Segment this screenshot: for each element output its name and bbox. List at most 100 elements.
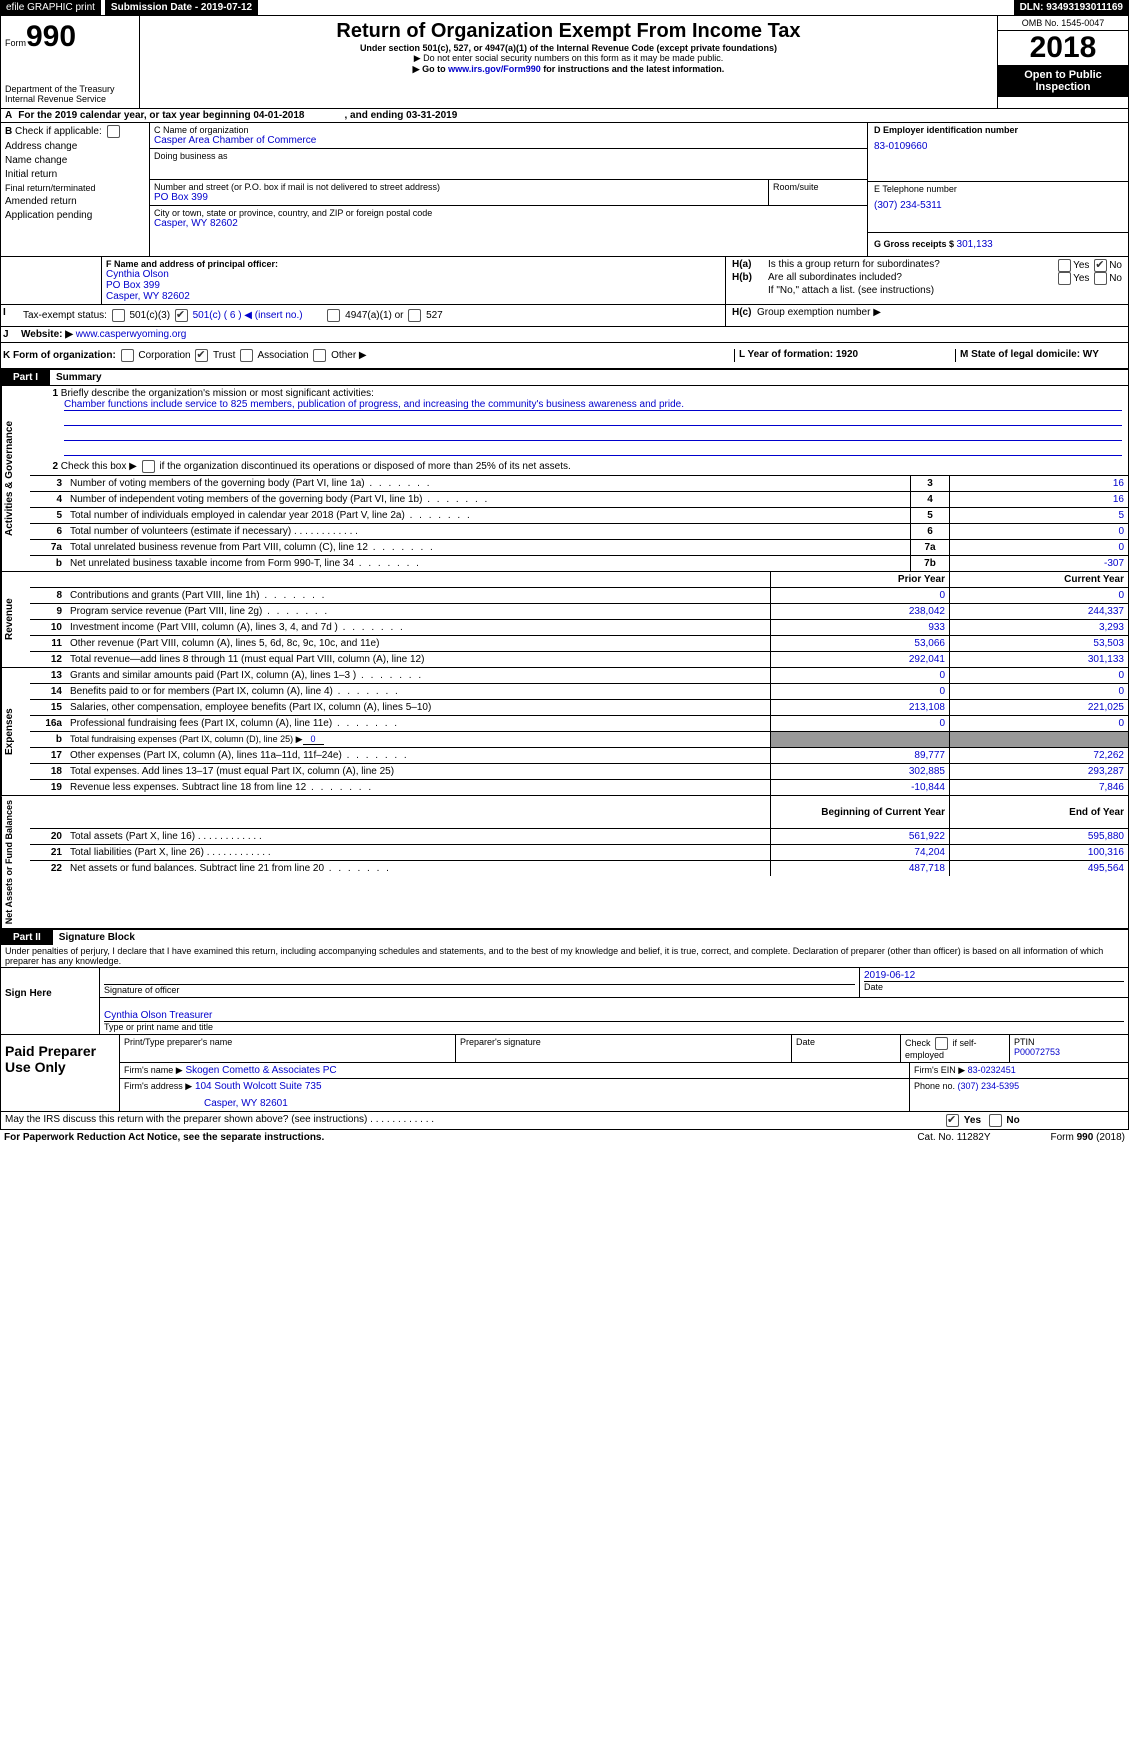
l17: Other expenses (Part IX, column (A), lin… (66, 748, 771, 764)
sig-officer-label: Signature of officer (104, 985, 855, 995)
discuss-no[interactable] (989, 1114, 1002, 1127)
boy-hdr: Beginning of Current Year (771, 796, 950, 829)
p17: 89,777 (771, 748, 950, 764)
initial-return: Initial return (5, 169, 145, 180)
part1-label: Part I (1, 370, 50, 385)
part1-header: Part I Summary (0, 369, 1129, 386)
l10: Investment income (Part VIII, column (A)… (66, 620, 771, 636)
officer-name-title: Cynthia Olson Treasurer (104, 1000, 1124, 1022)
city: Casper, WY 82602 (154, 218, 863, 229)
activities-governance: Activities & Governance 1 Briefly descri… (0, 386, 1129, 572)
c4947-check[interactable] (327, 309, 340, 322)
form-subtitle: Under section 501(c), 527, or 4947(a)(1)… (144, 43, 993, 53)
c22: 495,564 (950, 861, 1129, 877)
j-label: Website: ▶ (21, 329, 73, 340)
submission-date: Submission Date - 2019-07-12 (105, 0, 258, 15)
note-goto-suffix: for instructions and the latest informat… (541, 64, 725, 74)
c501c3-check[interactable] (112, 309, 125, 322)
dln: DLN: 93493193011169 (1014, 0, 1129, 15)
k-corp: Corporation (138, 350, 190, 361)
firm-ein-label: Firm's EIN ▶ (914, 1065, 965, 1075)
tax-year: 2018 (998, 31, 1128, 65)
header-grid: B Check if applicable: Address change Na… (0, 123, 1129, 257)
c16b-shaded (950, 732, 1129, 748)
k-other: Other ▶ (331, 350, 366, 361)
f-label: F Name and address of principal officer: (106, 259, 721, 269)
l2-label: Check this box ▶ (61, 461, 137, 472)
dept: Department of the Treasury (5, 84, 135, 94)
ptin-label: PTIN (1014, 1037, 1124, 1047)
firm-name: Skogen Cometto & Associates PC (185, 1065, 336, 1076)
paperwork-notice: For Paperwork Reduction Act Notice, see … (4, 1132, 324, 1143)
hb-no[interactable] (1094, 272, 1107, 285)
k-assoc: Association (257, 350, 308, 361)
paid-preparer-block: Paid Preparer Use Only Print/Type prepar… (0, 1035, 1129, 1112)
l4: Number of independent voting members of … (66, 492, 911, 508)
footer: For Paperwork Reduction Act Notice, see … (0, 1130, 1129, 1145)
firm-addr: 104 South Wolcott Suite 735 (195, 1081, 322, 1092)
other-check[interactable] (313, 349, 326, 362)
app-pending: Application pending (5, 210, 145, 221)
l1-label: Briefly describe the organization's miss… (61, 388, 374, 399)
j-row: J Website: ▶ www.casperwyoming.org (0, 327, 1129, 343)
prep-name-label: Print/Type preparer's name (120, 1035, 455, 1062)
firm-addr-label: Firm's address ▶ (124, 1081, 192, 1091)
yes-label2: Yes (1073, 273, 1089, 284)
sig-date: 2019-06-12 (864, 970, 1124, 982)
date-label: Date (864, 982, 1124, 992)
city-label: City or town, state or province, country… (154, 208, 863, 218)
self-emp-check[interactable] (935, 1037, 948, 1050)
efile-button[interactable]: efile GRAPHIC print (0, 0, 101, 15)
topbar: efile GRAPHIC print Submission Date - 20… (0, 0, 1129, 15)
p8: 0 (771, 588, 950, 604)
side-rev: Revenue (1, 572, 30, 667)
officer-addr2: Casper, WY 82602 (106, 291, 721, 302)
l8: Contributions and grants (Part VIII, lin… (66, 588, 771, 604)
p10: 933 (771, 620, 950, 636)
l-year: L Year of formation: 1920 (734, 349, 955, 362)
discuss-yes[interactable] (946, 1114, 959, 1127)
revenue-section: Revenue Prior YearCurrent Year 8Contribu… (0, 572, 1129, 668)
assoc-check[interactable] (240, 349, 253, 362)
ha-no[interactable] (1094, 259, 1107, 272)
addr-change-check[interactable] (107, 125, 120, 138)
form-number: 990 (26, 20, 76, 53)
p15: 213,108 (771, 700, 950, 716)
l20: Total assets (Part X, line 16) (66, 829, 771, 845)
no-label: No (1109, 260, 1122, 271)
ptin: P00072753 (1014, 1047, 1124, 1057)
c501c3: 501(c)(3) (129, 310, 170, 321)
form-footer: Form 990 (2018) (1051, 1132, 1125, 1143)
corp-check[interactable] (121, 349, 134, 362)
form-prefix: Form (5, 38, 26, 48)
c15: 221,025 (950, 700, 1129, 716)
p16a: 0 (771, 716, 950, 732)
b-label: Check if applicable: (15, 126, 102, 137)
website-url[interactable]: www.casperwyoming.org (76, 329, 187, 340)
trust-check[interactable] (195, 349, 208, 362)
c527-check[interactable] (408, 309, 421, 322)
p21: 74,204 (771, 845, 950, 861)
eoy-hdr: End of Year (950, 796, 1129, 829)
hb-label: Are all subordinates included? (768, 272, 1056, 285)
no-label2: No (1109, 273, 1122, 284)
open-public: Open to Public Inspection (998, 65, 1128, 97)
l19: Revenue less expenses. Subtract line 18 … (66, 780, 771, 796)
amended-return: Amended return (5, 196, 145, 207)
form990-link[interactable]: www.irs.gov/Form990 (448, 64, 541, 74)
paid-preparer-label: Paid Preparer Use Only (1, 1035, 119, 1111)
p12: 292,041 (771, 652, 950, 668)
firm-name-label: Firm's name ▶ (124, 1065, 183, 1075)
l2-check[interactable] (142, 460, 155, 473)
ha-yes[interactable] (1058, 259, 1071, 272)
type-name-label: Type or print name and title (104, 1022, 1124, 1032)
officer-name: Cynthia Olson (106, 269, 721, 280)
part2-header: Part II Signature Block (0, 929, 1129, 945)
hb-yes[interactable] (1058, 272, 1071, 285)
m-state: M State of legal domicile: WY (955, 349, 1126, 362)
side-gov: Activities & Governance (1, 386, 30, 571)
c11: 53,503 (950, 636, 1129, 652)
addr-change: Address change (5, 141, 145, 152)
c501c-check[interactable] (175, 309, 188, 322)
line-a: A For the 2019 calendar year, or tax yea… (0, 109, 1129, 123)
